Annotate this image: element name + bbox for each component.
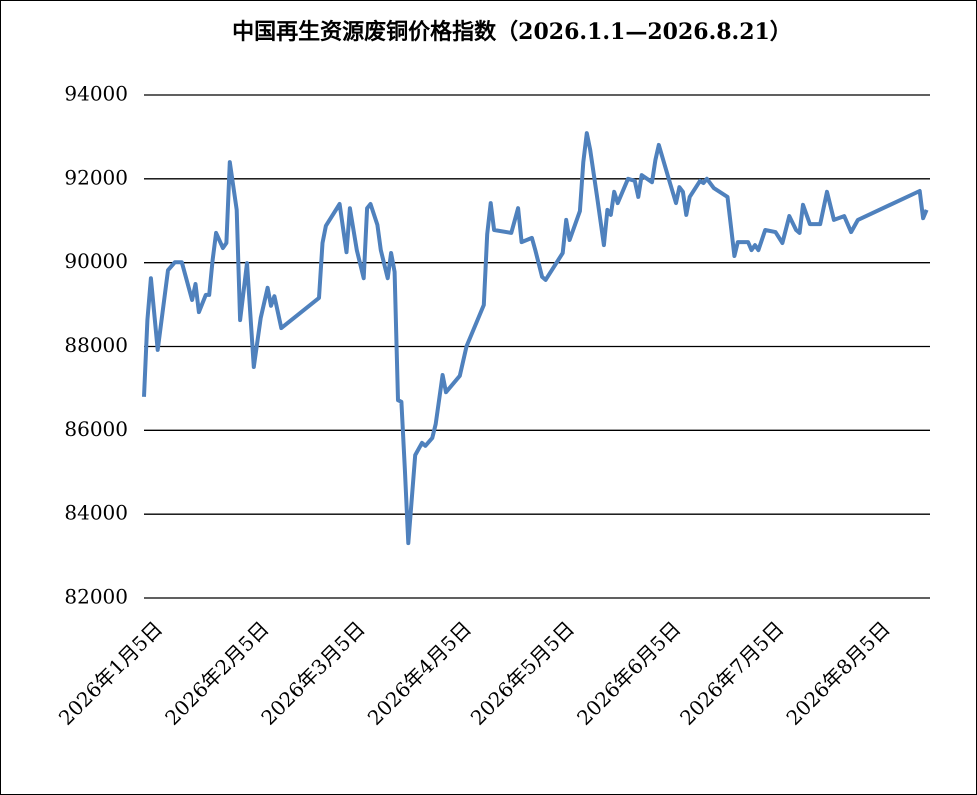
y-tick-label: 94000 (64, 82, 128, 106)
y-tick-label: 90000 (64, 249, 128, 273)
y-tick-label: 84000 (64, 501, 128, 525)
y-tick-label: 86000 (64, 417, 128, 441)
y-tick-label: 82000 (64, 585, 128, 609)
chart-title: 中国再生资源废铜价格指数（2026.1.1—2026.8.21） (232, 19, 792, 45)
y-tick-label: 92000 (64, 165, 128, 189)
y-tick-label: 88000 (64, 333, 128, 357)
data-line (142, 131, 929, 546)
